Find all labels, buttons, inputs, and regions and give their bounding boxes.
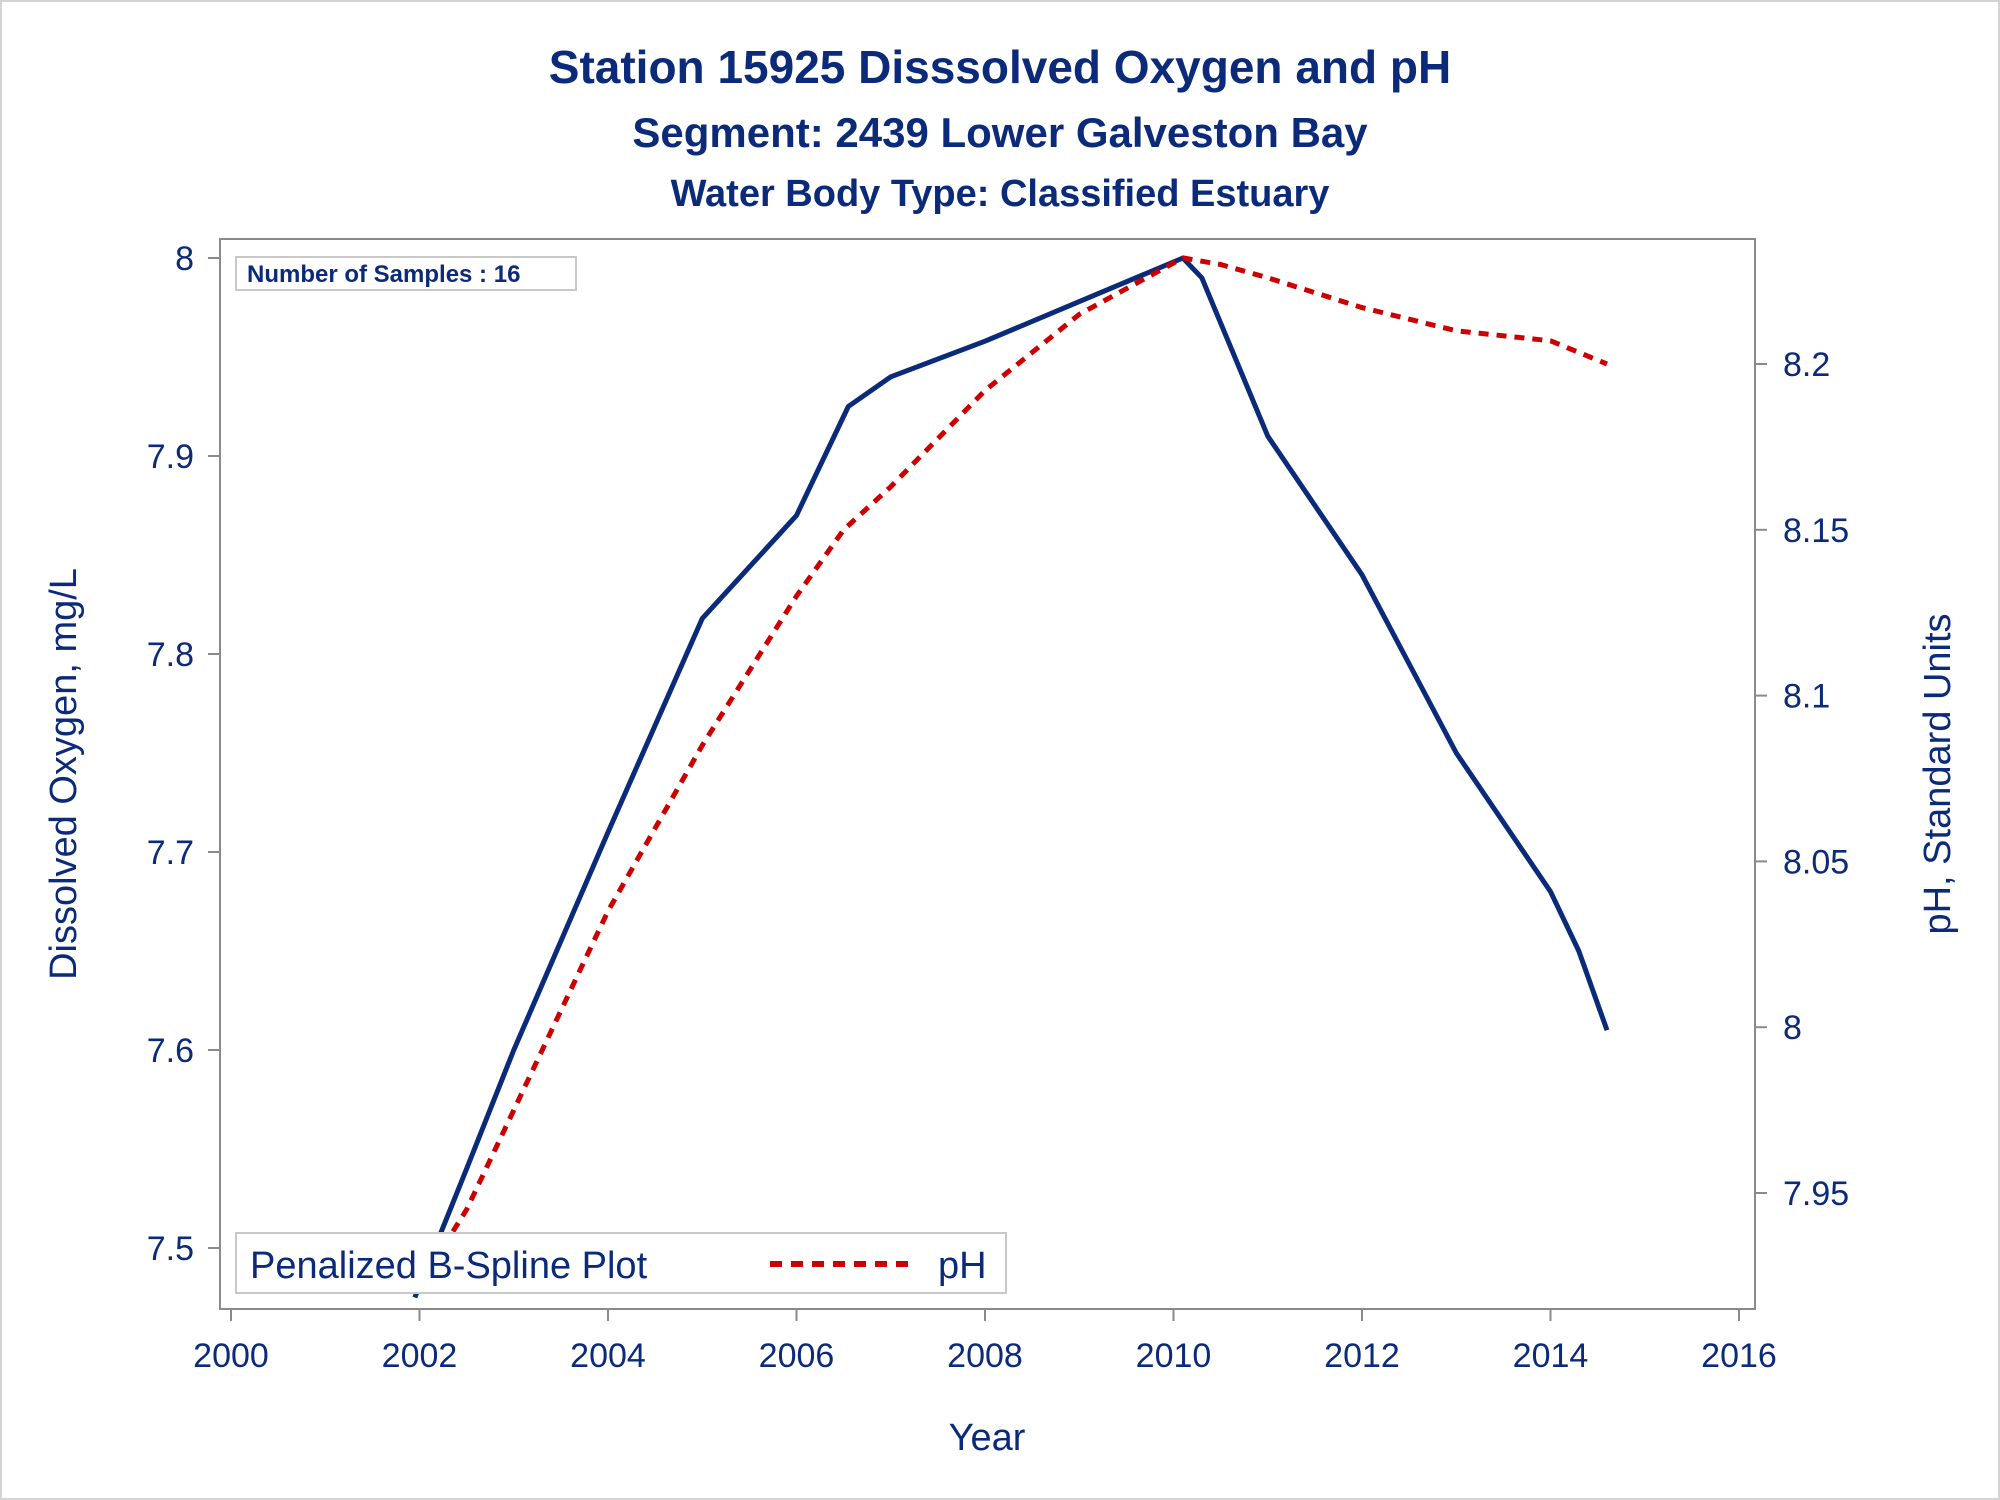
y-tick-label: 7.9 [147, 438, 194, 476]
dissolved-oxygen-series-line [412, 255, 1610, 1299]
sample-count-label: Number of Samples : 16 [247, 261, 520, 288]
y2-tick-label: 8.15 [1783, 512, 1849, 550]
x-tick-label: 2016 [1701, 1337, 1777, 1375]
y-tick-label: 8 [175, 240, 194, 278]
y2-tick-label: 7.95 [1783, 1175, 1849, 1213]
y2-tick-label: 8 [1783, 1009, 1802, 1047]
chart-subtitle-2: Water Body Type: Classified Estuary [671, 173, 1330, 215]
y2-tick-label: 8.05 [1783, 843, 1849, 881]
y2-axis-label: pH, Standard Units [1917, 613, 1959, 934]
x-tick-label: 2000 [193, 1337, 269, 1375]
chart-subtitle: Segment: 2439 Lower Galveston Bay [632, 109, 1368, 156]
sample-count-box [235, 256, 577, 291]
x-tick-label: 2010 [1136, 1337, 1212, 1375]
plot-area [219, 238, 1756, 1310]
chart-title: Station 15925 Disssolved Oxygen and pH [549, 41, 1451, 93]
x-tick-label: 2004 [570, 1337, 646, 1375]
x-tick-label: 2006 [759, 1337, 835, 1375]
x-axis-label: Year [949, 1417, 1026, 1459]
x-tick-label: 2002 [382, 1337, 458, 1375]
y-axis-label: Dissolved Oxygen, mg/L [43, 568, 85, 980]
y2-tick-label: 8.2 [1783, 346, 1830, 384]
y-tick-label: 7.5 [147, 1230, 194, 1268]
y-tick-label: 7.7 [147, 834, 194, 872]
x-tick-label: 2012 [1324, 1337, 1400, 1375]
y-tick-label: 7.6 [147, 1032, 194, 1070]
ph-series-line [412, 255, 1608, 1294]
legend-title: Penalized B-Spline Plot [250, 1245, 648, 1287]
legend-ph-label: pH [938, 1245, 987, 1287]
x-tick-label: 2014 [1513, 1337, 1589, 1375]
y-tick-label: 7.8 [147, 636, 194, 674]
y2-tick-label: 8.1 [1783, 678, 1830, 716]
x-tick-label: 2008 [947, 1337, 1023, 1375]
